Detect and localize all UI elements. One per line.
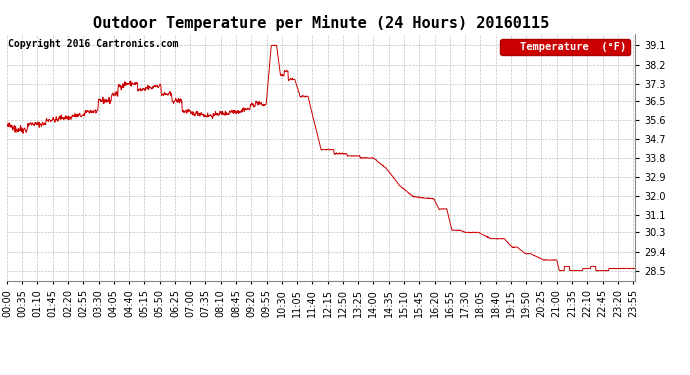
Legend: Temperature  (°F): Temperature (°F) [500,39,629,55]
Title: Outdoor Temperature per Minute (24 Hours) 20160115: Outdoor Temperature per Minute (24 Hours… [92,15,549,31]
Text: Copyright 2016 Cartronics.com: Copyright 2016 Cartronics.com [8,39,179,49]
